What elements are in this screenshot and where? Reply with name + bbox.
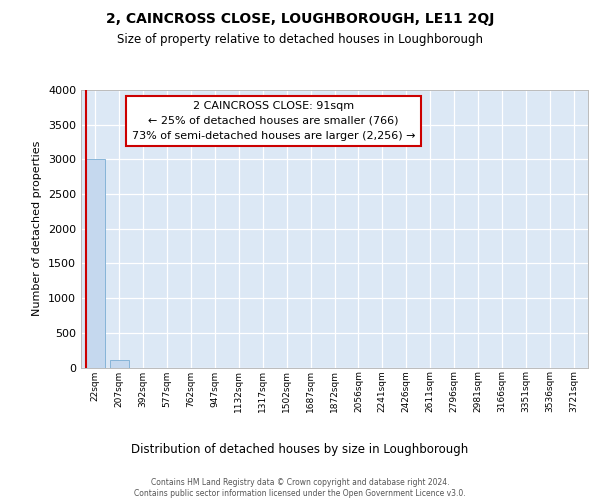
Y-axis label: Number of detached properties: Number of detached properties — [32, 141, 43, 316]
Text: Contains HM Land Registry data © Crown copyright and database right 2024.
Contai: Contains HM Land Registry data © Crown c… — [134, 478, 466, 498]
Bar — [86, 160, 105, 368]
Text: 2 CAINCROSS CLOSE: 91sqm
← 25% of detached houses are smaller (766)
73% of semi-: 2 CAINCROSS CLOSE: 91sqm ← 25% of detach… — [132, 101, 415, 140]
Bar — [110, 360, 129, 368]
Text: Distribution of detached houses by size in Loughborough: Distribution of detached houses by size … — [131, 442, 469, 456]
Text: Size of property relative to detached houses in Loughborough: Size of property relative to detached ho… — [117, 32, 483, 46]
Text: 2, CAINCROSS CLOSE, LOUGHBOROUGH, LE11 2QJ: 2, CAINCROSS CLOSE, LOUGHBOROUGH, LE11 2… — [106, 12, 494, 26]
